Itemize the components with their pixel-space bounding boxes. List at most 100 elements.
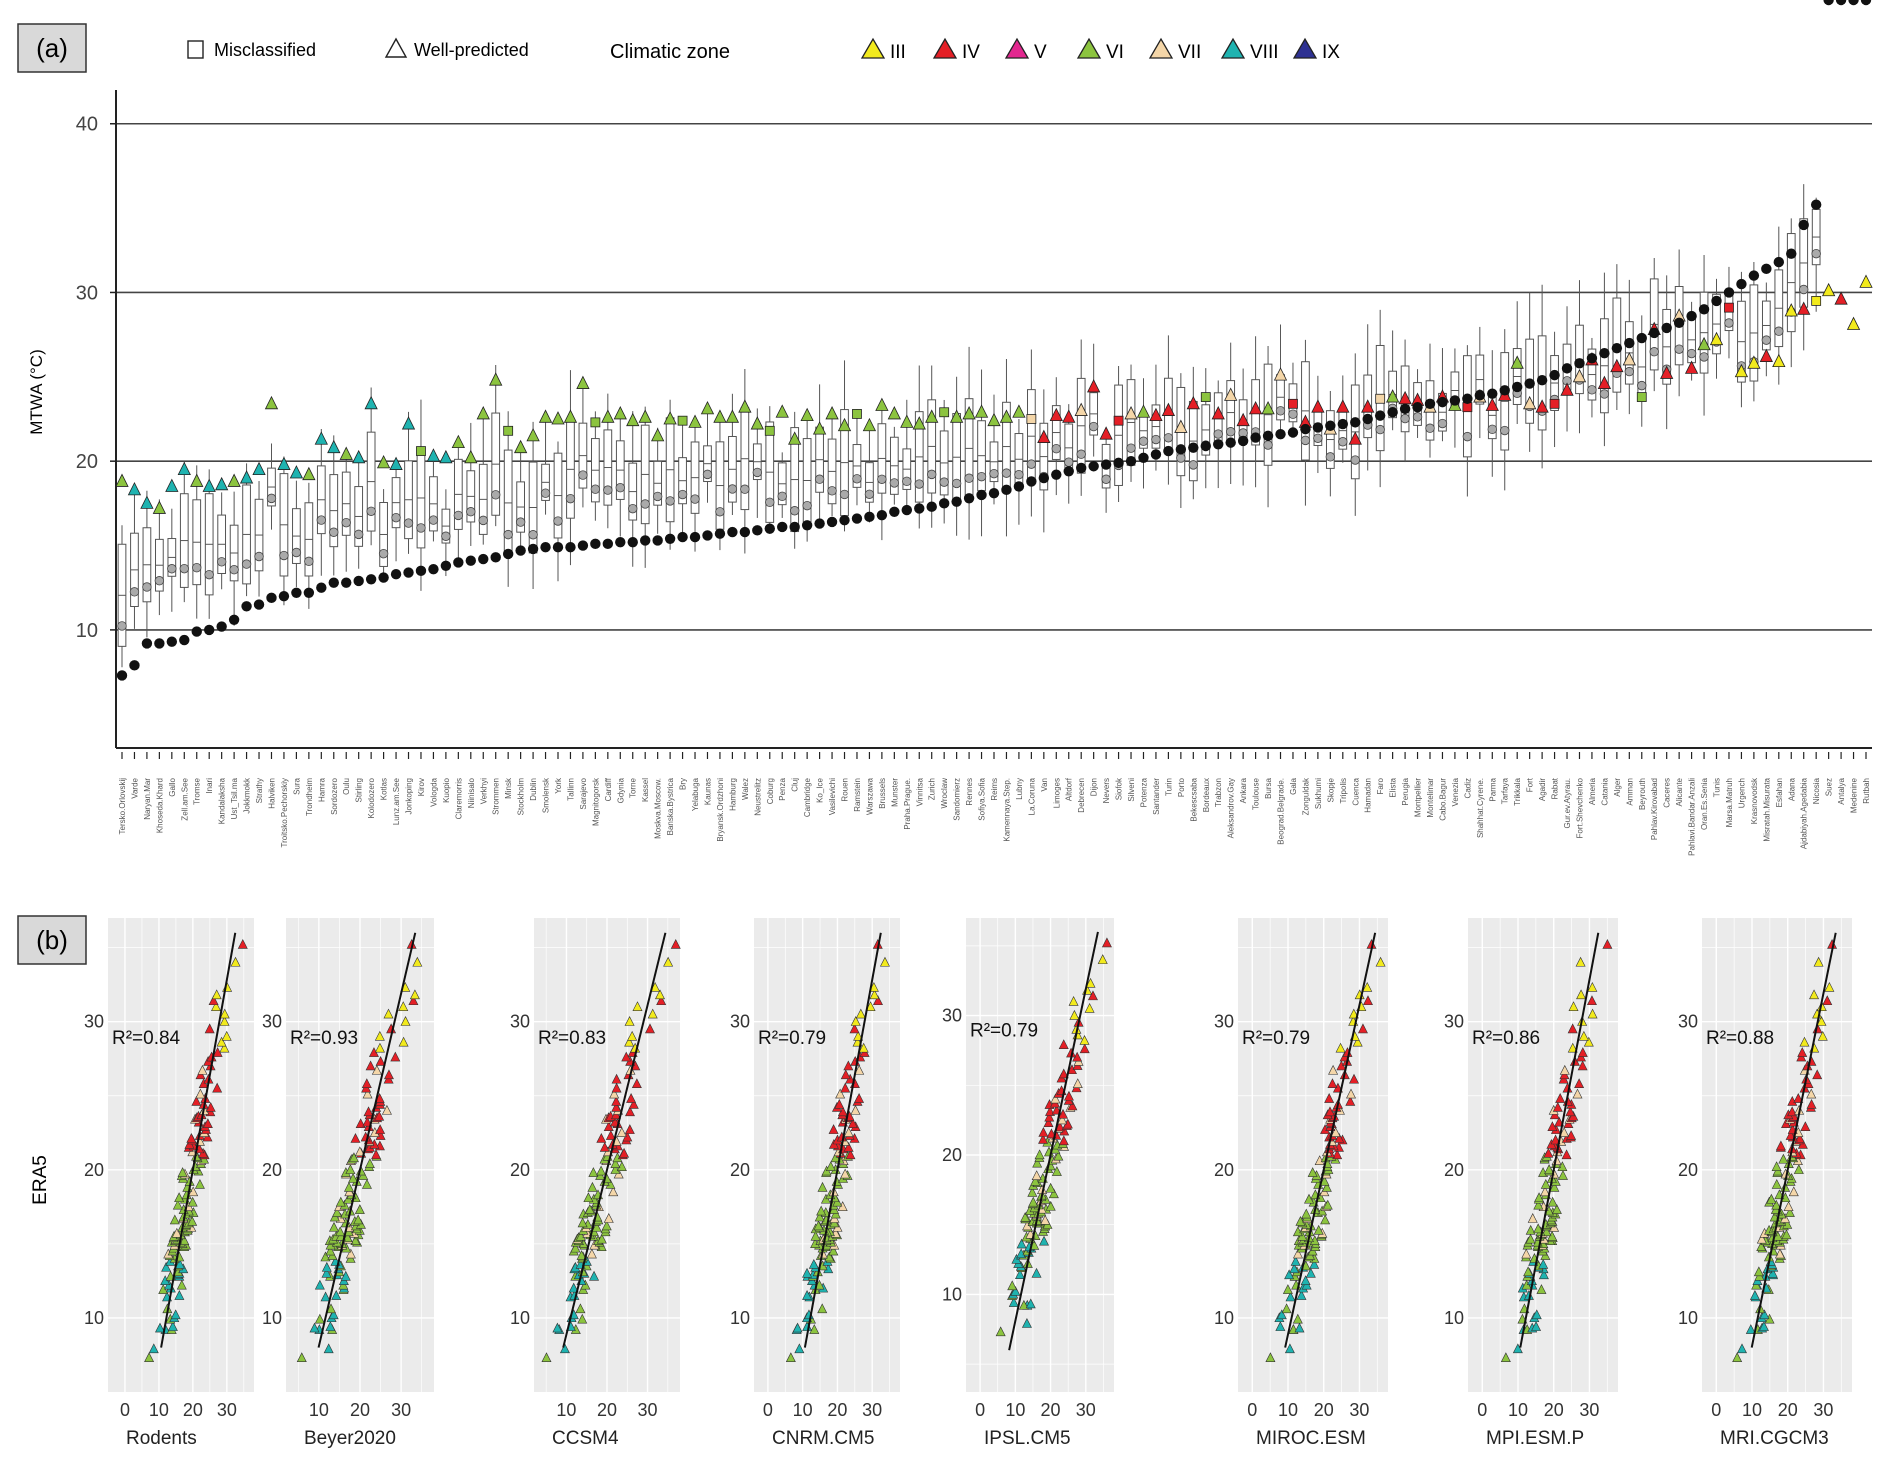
era5-dot [228, 614, 240, 625]
scatter-point [144, 1352, 155, 1363]
scatter-point [840, 1082, 851, 1093]
prediction-mean-circle [466, 507, 476, 517]
r2-label: R²=0.83 [538, 1028, 606, 1049]
prediction-mean-circle [902, 476, 912, 487]
r2-label: R²=0.86 [1472, 1028, 1540, 1049]
scatter-point [1079, 1035, 1090, 1045]
prediction-mean-circle [341, 517, 351, 528]
site-label: Rutbah [1862, 778, 1871, 804]
prediction-mean-circle [266, 493, 277, 504]
scatter-point [326, 1303, 336, 1314]
site-label: Inari [205, 778, 214, 794]
scatter-point [1559, 1127, 1570, 1137]
scatter-point [1031, 1170, 1042, 1181]
era5-dot [341, 577, 352, 588]
scatter-point [840, 1069, 851, 1080]
scatter-point [670, 939, 681, 949]
scatter-point [627, 1030, 638, 1041]
scatter-point [325, 1245, 336, 1256]
scatter-point [1583, 1036, 1594, 1047]
site-label: Sura [292, 777, 301, 794]
prediction-mean-circle [204, 569, 214, 580]
site-label: Bekescsaba [1189, 777, 1198, 821]
site-label: Almeria [1588, 777, 1597, 805]
scatter-point [1335, 1042, 1346, 1053]
site-label: Pahlavi.Bandar.Anzali [1688, 778, 1697, 856]
site-label: Zurich [928, 778, 937, 800]
scatter-point [354, 1146, 365, 1157]
scatter-point [1559, 1064, 1570, 1075]
scatter-point [1034, 1149, 1045, 1160]
site-label: Kandalaksha [218, 777, 227, 824]
scatter-point [1774, 1248, 1785, 1259]
scatter-point [1544, 1164, 1555, 1174]
scatter-point [1328, 1064, 1339, 1075]
scatter-point [1577, 1060, 1588, 1071]
scatter-point [1527, 1213, 1538, 1223]
scatter-point [329, 1221, 339, 1232]
scatter-point [1784, 1207, 1795, 1217]
well-predicted-marker [1361, 399, 1375, 413]
scatter-point [335, 1196, 346, 1207]
era5-dot [540, 542, 551, 553]
scatter-point [1602, 939, 1613, 949]
legend-zone-label: VI [1106, 42, 1124, 63]
y-tick-label: 10 [510, 1308, 530, 1328]
scatter-point [1040, 1214, 1051, 1225]
prediction-mean-circle [453, 510, 464, 521]
era5-dot [116, 670, 128, 681]
scatter-point [1586, 995, 1597, 1006]
scatter-point [174, 1258, 185, 1269]
x-tick-label: 10 [1005, 1400, 1025, 1420]
site-label: Fort [1526, 777, 1535, 792]
site-label: Smolensk [542, 777, 551, 813]
scatter-point [1565, 1106, 1576, 1117]
scatter-point [1045, 1182, 1056, 1193]
prediction-mean-circle [1462, 431, 1473, 442]
scatter-point [1766, 1193, 1777, 1204]
scatter-point [1572, 1088, 1583, 1099]
site-label: Medenine [1850, 777, 1859, 813]
x-tick-label: 30 [638, 1400, 658, 1420]
x-tick-label: 0 [120, 1400, 130, 1420]
scatter-point [381, 1104, 392, 1115]
era5-dot [602, 538, 614, 550]
site-label: Aleksandrov.Gay [1227, 778, 1236, 838]
scatter-point [412, 956, 423, 967]
well-predicted-marker [177, 461, 191, 476]
scatter-point [398, 1036, 409, 1047]
misclassified-marker [416, 446, 426, 456]
scatter-point [552, 1322, 563, 1333]
scatter-point [587, 1181, 598, 1192]
prediction-mean-circle [1313, 433, 1323, 443]
well-predicted-marker [900, 414, 914, 428]
well-predicted-marker [1087, 379, 1101, 393]
scatter-point [409, 989, 420, 1000]
era5-dot [1474, 390, 1486, 401]
regression-line [1284, 932, 1377, 1348]
site-label: Nevers [1102, 778, 1111, 803]
well-predicted-marker [800, 407, 814, 422]
scatter-point [1771, 1178, 1782, 1189]
r2-label: R²=0.79 [1242, 1028, 1310, 1049]
scatter-point [1008, 1297, 1019, 1307]
prediction-mean-circle [889, 478, 900, 488]
era5-dot [1823, 0, 1834, 6]
misclassified-marker [764, 425, 775, 436]
scatter-point [1072, 1078, 1083, 1088]
site-label: Rouen [841, 778, 850, 802]
well-predicted-marker [289, 465, 304, 479]
scatter-point [374, 1030, 385, 1041]
scatter-point [1816, 1016, 1827, 1026]
prediction-mean-circle [702, 469, 713, 480]
misclassified-marker [1026, 414, 1037, 424]
misclassified-marker [1375, 393, 1386, 404]
x-tick-label: 0 [1247, 1400, 1257, 1420]
scatter-point [575, 1230, 586, 1241]
scatter-point [1292, 1248, 1303, 1259]
scatter-point [320, 1251, 331, 1262]
y-tick-label: 10 [1678, 1308, 1698, 1328]
era5-dot [1113, 457, 1124, 469]
well-predicted-marker [115, 473, 129, 487]
